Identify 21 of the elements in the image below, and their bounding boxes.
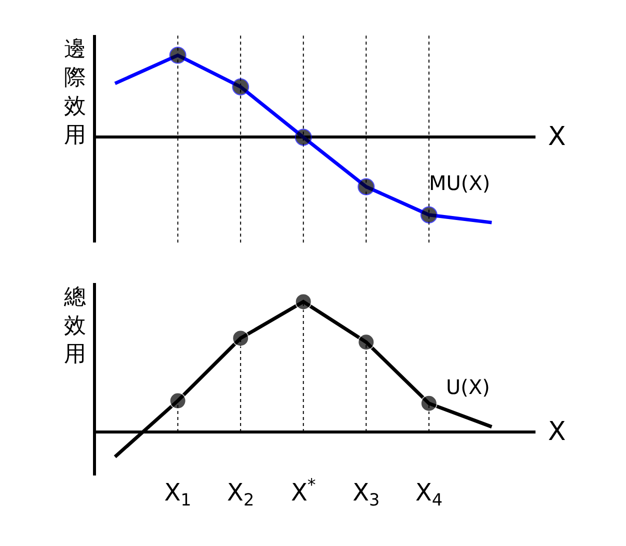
x-tick-label: X$_{2}$ — [227, 478, 254, 510]
series-label: MU(X) — [429, 171, 490, 195]
series-label: U(X) — [446, 375, 490, 399]
point — [420, 394, 438, 412]
point — [232, 78, 250, 96]
point — [169, 46, 186, 64]
x-tick-label: X$^{*}$ — [290, 474, 316, 506]
point — [420, 206, 438, 224]
point — [169, 392, 186, 410]
y-axis-title: 總效用 — [63, 285, 86, 368]
x-axis-title: X — [548, 122, 566, 152]
x-tick-label: X$_{3}$ — [352, 478, 380, 510]
point — [358, 334, 375, 351]
point — [358, 178, 375, 196]
point — [294, 293, 312, 310]
x-tick-label: X$_{4}$ — [415, 478, 443, 510]
y-axis-title: 邊際效用 — [64, 37, 86, 148]
x-axis-title: X — [548, 417, 566, 447]
point — [294, 128, 312, 146]
x-tick-label: X$_{1}$ — [164, 478, 192, 510]
point — [232, 330, 250, 347]
